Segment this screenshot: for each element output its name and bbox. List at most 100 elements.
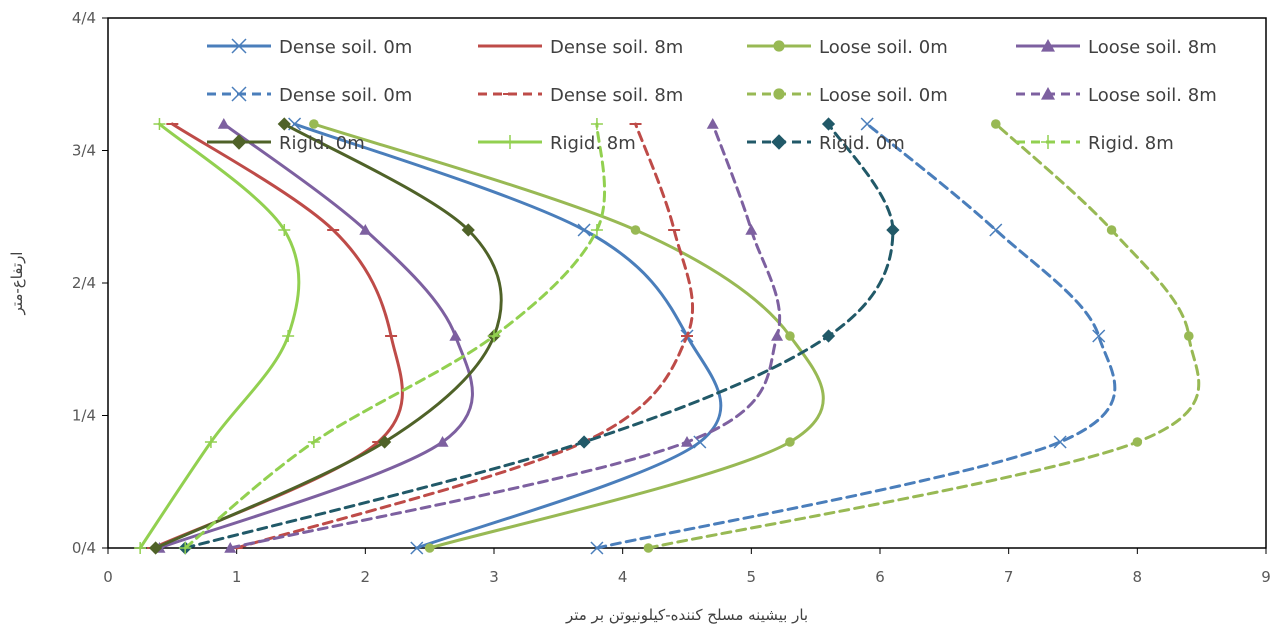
legend-entry: Dense soil. 0m bbox=[207, 37, 412, 58]
x-tick-label: 6 bbox=[875, 568, 885, 586]
x-tick-label: 9 bbox=[1261, 568, 1271, 586]
data-point bbox=[307, 436, 320, 448]
data-point bbox=[590, 224, 603, 236]
data-point bbox=[149, 541, 163, 555]
data-point bbox=[1092, 329, 1106, 343]
x-tick-label: 7 bbox=[1004, 568, 1014, 586]
legend-label: Rigid. 8m bbox=[550, 133, 636, 154]
data-point bbox=[231, 86, 247, 102]
x-tick-label: 2 bbox=[361, 568, 371, 586]
data-point bbox=[224, 542, 237, 553]
data-point bbox=[577, 435, 591, 449]
data-point bbox=[886, 223, 900, 237]
x-tick-label: 3 bbox=[489, 568, 499, 586]
data-point bbox=[309, 119, 319, 129]
x-tick-label: 1 bbox=[232, 568, 242, 586]
data-point bbox=[681, 436, 693, 447]
legend-label: Loose soil. 0m bbox=[819, 85, 948, 106]
data-point bbox=[282, 330, 295, 342]
data-point bbox=[1106, 225, 1117, 235]
y-axis-title: ارتفاع-متر bbox=[8, 252, 26, 316]
legend-label: Dense soil. 0m bbox=[279, 37, 412, 58]
legend-entry: Rigid. 8m bbox=[478, 133, 636, 154]
data-point bbox=[1053, 435, 1067, 449]
legend-entry: Loose soil. 8m bbox=[1016, 37, 1217, 58]
legend: Dense soil. 0m Dense soil. 8m Loose soil. … bbox=[207, 37, 1217, 154]
data-point bbox=[359, 224, 372, 235]
data-point bbox=[785, 437, 795, 447]
series-loose-soil-8m-dashed bbox=[224, 118, 784, 553]
series-rigid-8m-solid bbox=[134, 118, 301, 554]
data-point bbox=[773, 40, 785, 52]
x-tick-label: 0 bbox=[103, 568, 113, 586]
legend-entry: Rigid. 0m bbox=[207, 133, 365, 154]
y-tick-label: 3/4 bbox=[72, 142, 96, 160]
series-line bbox=[595, 122, 1117, 550]
data-point bbox=[991, 119, 1001, 129]
data-point bbox=[989, 223, 1003, 237]
data-point bbox=[410, 541, 424, 555]
legend-entry: Rigid. 8m bbox=[1016, 133, 1174, 154]
data-point bbox=[461, 223, 475, 237]
data-point bbox=[1041, 39, 1055, 52]
plot-area bbox=[107, 17, 1267, 549]
legend-label: Loose soil. 8m bbox=[1088, 37, 1217, 58]
legend-label: Loose soil. 0m bbox=[819, 37, 948, 58]
series-rigid-8m-dashed bbox=[179, 118, 607, 554]
series-loose-soil-0m-dashed bbox=[643, 119, 1201, 553]
data-point bbox=[1132, 437, 1143, 447]
series-line bbox=[183, 122, 895, 550]
data-point bbox=[577, 223, 591, 237]
data-point bbox=[643, 543, 654, 553]
data-point bbox=[590, 541, 604, 555]
x-axis-ticks: 0 1 2 3 4 5 6 7 8 9 bbox=[103, 548, 1271, 586]
x-tick-label: 4 bbox=[618, 568, 628, 586]
data-point bbox=[231, 134, 247, 150]
legend-entry: Loose soil. 0m bbox=[747, 85, 948, 106]
data-point bbox=[745, 224, 758, 235]
series-line bbox=[228, 122, 782, 550]
data-point bbox=[771, 134, 787, 150]
data-point bbox=[204, 436, 217, 448]
series-layer bbox=[134, 117, 1201, 555]
legend-label: Loose soil. 8m bbox=[1088, 85, 1217, 106]
data-point bbox=[771, 330, 784, 341]
data-point bbox=[503, 135, 517, 149]
data-point bbox=[424, 543, 435, 553]
data-point bbox=[278, 224, 291, 236]
legend-entry: Loose soil. 8m bbox=[1016, 85, 1217, 106]
series-dense-soil-0m-dashed bbox=[590, 117, 1117, 555]
y-tick-label: 2/4 bbox=[72, 274, 96, 292]
legend-label: Rigid. 0m bbox=[279, 133, 365, 154]
data-point bbox=[821, 117, 836, 131]
data-point bbox=[1184, 331, 1194, 341]
data-point bbox=[449, 330, 462, 341]
data-point bbox=[590, 118, 603, 130]
legend-entry: Dense soil. 8m bbox=[478, 85, 683, 106]
legend-label: Dense soil. 8m bbox=[550, 37, 683, 58]
legend-entry: Rigid. 0m bbox=[747, 133, 905, 154]
data-point bbox=[1041, 87, 1055, 100]
legend-label: Rigid. 0m bbox=[819, 133, 905, 154]
legend-label: Dense soil. 8m bbox=[550, 85, 683, 106]
x-tick-label: 8 bbox=[1133, 568, 1143, 586]
series-line bbox=[235, 122, 695, 550]
data-point bbox=[378, 435, 392, 449]
data-point bbox=[436, 436, 449, 447]
legend-label: Dense soil. 0m bbox=[279, 85, 412, 106]
legend-entry: Loose soil. 0m bbox=[747, 37, 948, 58]
series-line bbox=[157, 122, 474, 550]
legend-label: Rigid. 8m bbox=[1088, 133, 1174, 154]
data-point bbox=[277, 117, 291, 131]
data-point bbox=[231, 38, 247, 54]
x-axis-title: بار بیشینه مسلح کننده-کیلونیوتن بر متر bbox=[565, 606, 808, 624]
data-point bbox=[773, 88, 785, 100]
legend-entry: Dense soil. 8m bbox=[478, 37, 683, 58]
data-point bbox=[785, 331, 795, 341]
data-point bbox=[217, 118, 230, 129]
series-loose-soil-0m-solid bbox=[309, 119, 825, 553]
y-tick-label: 0/4 bbox=[72, 539, 96, 557]
data-point bbox=[134, 542, 147, 554]
series-line bbox=[646, 122, 1201, 550]
